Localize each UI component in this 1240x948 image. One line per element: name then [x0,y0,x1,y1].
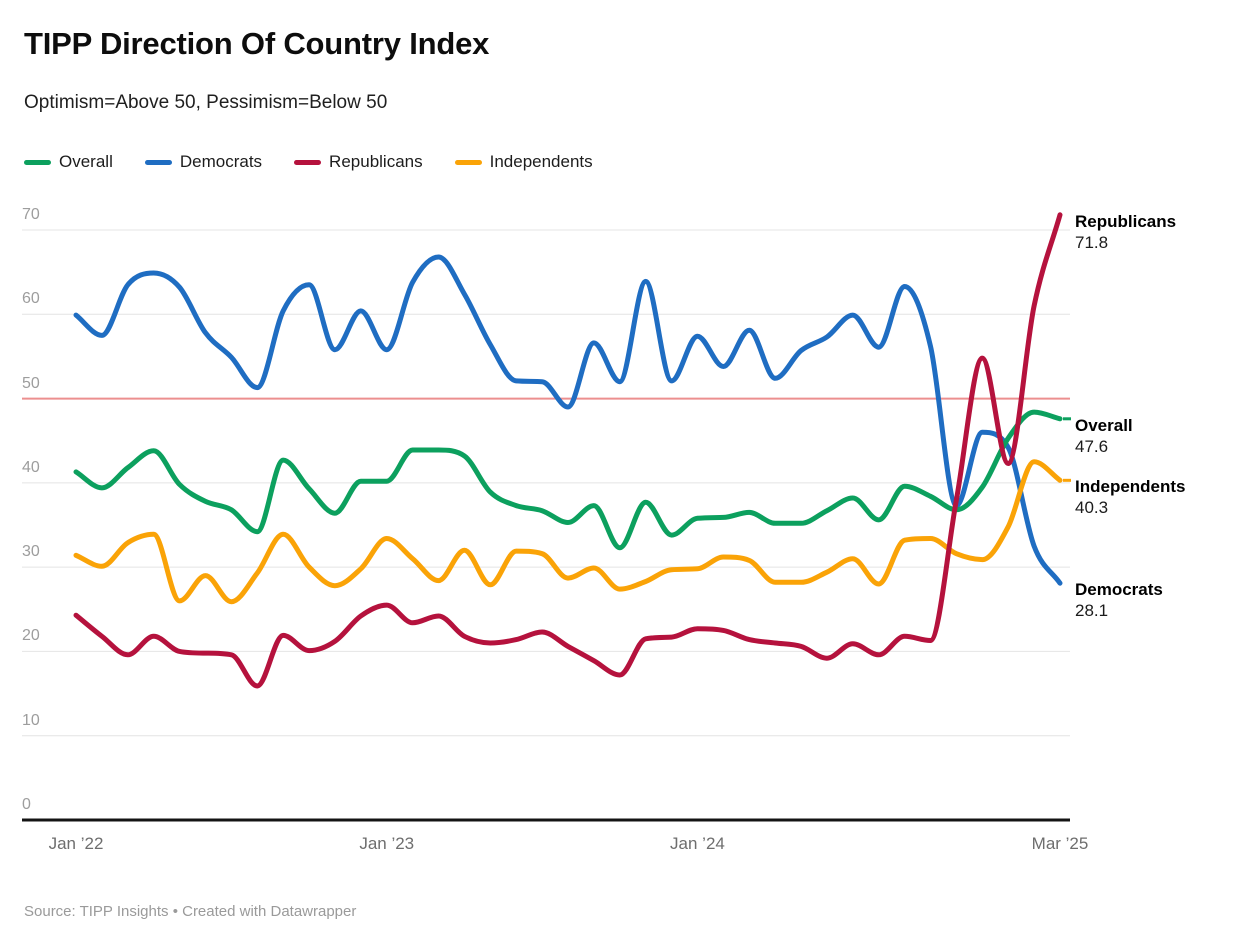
y-axis-tick-label: 0 [22,796,31,813]
y-axis-tick-label: 50 [22,374,40,392]
democrats-line-swatch-icon [144,159,172,165]
y-axis-tick-label: 20 [22,627,40,645]
source-attribution: Source: TIPP Insights • Created with Dat… [24,903,357,920]
y-axis-tick-label: 40 [22,458,40,476]
legend-item-independents: Independents [454,152,593,172]
x-axis-tick-label: Jan ’22 [48,834,104,853]
series-end-name: Republicans [1075,211,1177,231]
series-end-label: Overall 47.6 [1075,415,1235,457]
series-end-label: Independents 40.3 [1075,476,1235,518]
legend-label: Overall [59,152,113,171]
page-title: TIPP Direction Of Country Index [24,26,490,61]
republicans-line-swatch-icon [294,159,322,165]
y-axis-tick-label: 10 [22,711,40,729]
legend-item-overall: Overall [24,152,113,172]
series-end-value: 47.6 [1075,436,1109,456]
y-axis-tick-label: 60 [22,290,40,308]
series-end-name: Overall [1075,415,1133,435]
y-axis-tick-label: 30 [22,543,40,561]
legend-label: Democrats [179,152,263,171]
democrats-line [73,254,1063,586]
y-axis-tick-label: 70 [22,205,40,223]
overall-line-swatch-icon [24,159,51,165]
legend-label: Independents [489,152,593,171]
legend-item-republicans: Republicans [294,152,423,172]
series-end-name: Democrats [1075,580,1163,600]
series-end-value: 40.3 [1075,498,1109,518]
republicans-line [73,212,1063,689]
x-axis-tick-label: Jan ’24 [670,834,725,853]
series-end-label: Democrats 28.1 [1075,579,1235,621]
series-end-value: 71.8 [1075,232,1109,252]
independents-line-swatch-icon [454,159,482,165]
x-axis-tick-label: Jan ’23 [359,834,415,853]
legend: Overall Democrats Republicans Independen… [24,152,593,172]
x-axis-tick-label: Mar ’25 [1031,834,1089,853]
overall-line [73,409,1063,551]
chart-subtitle: Optimism=Above 50, Pessimism=Below 50 [24,92,388,113]
legend-item-democrats: Democrats [144,152,263,172]
series-end-name: Independents [1075,477,1186,497]
independents-line [73,459,1063,605]
series-end-label: Republicans 71.8 [1075,211,1235,253]
legend-label: Republicans [329,152,423,171]
series-end-value: 28.1 [1075,601,1109,621]
